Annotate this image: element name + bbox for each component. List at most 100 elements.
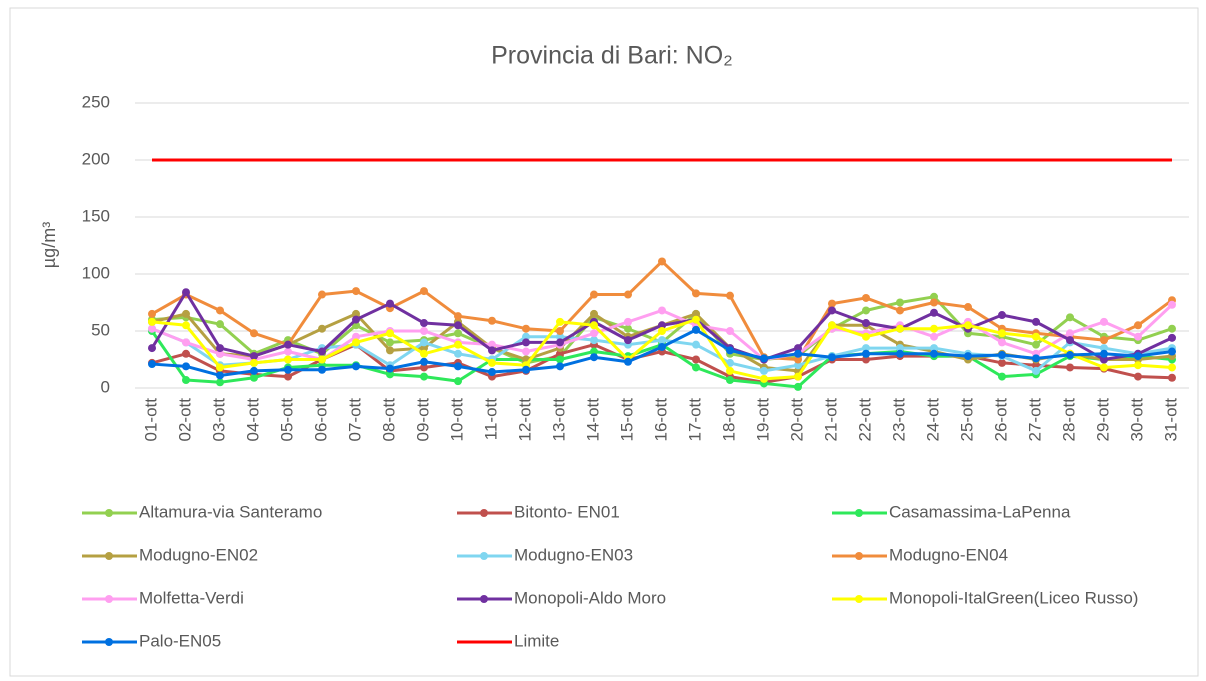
marker xyxy=(556,332,564,341)
legend-marker xyxy=(855,595,863,603)
x-tick-label: 20-ott xyxy=(787,398,806,442)
legend-marker xyxy=(480,552,488,560)
marker xyxy=(1168,324,1176,333)
marker xyxy=(522,365,530,374)
x-tick-label: 13-ott xyxy=(549,398,568,442)
x-tick-label: 29-ott xyxy=(1093,398,1112,442)
marker xyxy=(1134,321,1142,330)
x-tick-label: 09-ott xyxy=(413,398,432,442)
marker xyxy=(930,298,938,307)
marker xyxy=(454,340,462,349)
marker xyxy=(182,362,190,371)
marker xyxy=(624,290,632,299)
legend-label: Palo-EN05 xyxy=(139,631,221,650)
marker xyxy=(454,362,462,371)
marker xyxy=(726,291,734,300)
marker xyxy=(624,324,632,333)
marker xyxy=(556,362,564,371)
marker xyxy=(182,288,190,297)
marker xyxy=(692,289,700,298)
legend-label: Monopoli-ItalGreen(Liceo Russo) xyxy=(889,588,1138,607)
x-tick-label: 24-ott xyxy=(923,398,942,442)
marker xyxy=(556,355,564,364)
marker xyxy=(386,364,394,373)
marker xyxy=(1134,352,1142,361)
marker xyxy=(216,344,224,353)
marker xyxy=(964,321,972,330)
marker xyxy=(454,321,462,330)
marker xyxy=(1066,350,1074,359)
marker xyxy=(352,332,360,341)
legend-label: Modugno-EN02 xyxy=(139,545,258,564)
chart-title: Provincia di Bari: NO₂ xyxy=(491,42,733,70)
legend-label: Modugno-EN04 xyxy=(889,545,1008,564)
marker xyxy=(760,366,768,375)
marker xyxy=(216,363,224,372)
marker xyxy=(1168,363,1176,372)
y-axis-label: µg/m³ xyxy=(39,222,59,268)
marker xyxy=(250,358,258,367)
marker xyxy=(148,309,156,318)
marker xyxy=(454,377,462,386)
marker xyxy=(318,347,326,356)
x-tick-label: 02-ott xyxy=(175,398,194,442)
marker xyxy=(862,306,870,315)
legend-label: Altamura-via Santeramo xyxy=(139,502,322,521)
marker xyxy=(726,346,734,355)
marker xyxy=(488,368,496,377)
marker xyxy=(658,327,666,335)
marker xyxy=(352,338,360,347)
marker xyxy=(318,324,326,333)
marker xyxy=(760,354,768,363)
marker xyxy=(284,340,292,349)
marker xyxy=(148,344,156,353)
x-tick-label: 11-ott xyxy=(481,398,500,440)
marker xyxy=(386,299,394,308)
marker xyxy=(182,338,190,347)
marker xyxy=(420,287,428,296)
marker xyxy=(794,372,802,381)
marker xyxy=(726,358,734,367)
marker xyxy=(216,320,224,329)
marker xyxy=(590,309,598,318)
marker xyxy=(590,290,598,299)
marker xyxy=(624,336,632,345)
marker xyxy=(1032,340,1040,349)
marker xyxy=(1100,363,1108,372)
marker xyxy=(420,327,428,335)
marker xyxy=(862,349,870,358)
marker xyxy=(454,349,462,358)
marker xyxy=(998,372,1006,381)
marker xyxy=(386,329,394,338)
legend-label: Bitonto- EN01 xyxy=(514,502,620,521)
marker xyxy=(318,290,326,299)
marker xyxy=(148,317,156,326)
marker xyxy=(828,306,836,315)
marker xyxy=(1168,300,1176,309)
x-tick-label: 10-ott xyxy=(447,398,466,442)
marker xyxy=(794,349,802,358)
marker xyxy=(726,327,734,335)
legend-label: Molfetta-Verdi xyxy=(139,588,244,607)
marker xyxy=(658,257,666,266)
legend-marker xyxy=(480,509,488,517)
marker xyxy=(1032,361,1040,370)
x-tick-label: 31-ott xyxy=(1161,398,1180,442)
marker xyxy=(420,344,428,353)
x-tick-label: 27-ott xyxy=(1025,398,1044,442)
x-tick-label: 30-ott xyxy=(1127,398,1146,442)
marker xyxy=(148,360,156,369)
marker xyxy=(1134,332,1142,341)
marker xyxy=(590,336,598,345)
marker xyxy=(1066,329,1074,338)
marker xyxy=(726,366,734,375)
marker xyxy=(862,319,870,328)
y-tick-label: 0 xyxy=(101,377,110,396)
marker xyxy=(488,316,496,325)
marker xyxy=(862,355,870,364)
x-tick-label: 21-ott xyxy=(821,398,840,442)
marker xyxy=(930,332,938,341)
marker xyxy=(930,292,938,301)
marker xyxy=(454,312,462,321)
